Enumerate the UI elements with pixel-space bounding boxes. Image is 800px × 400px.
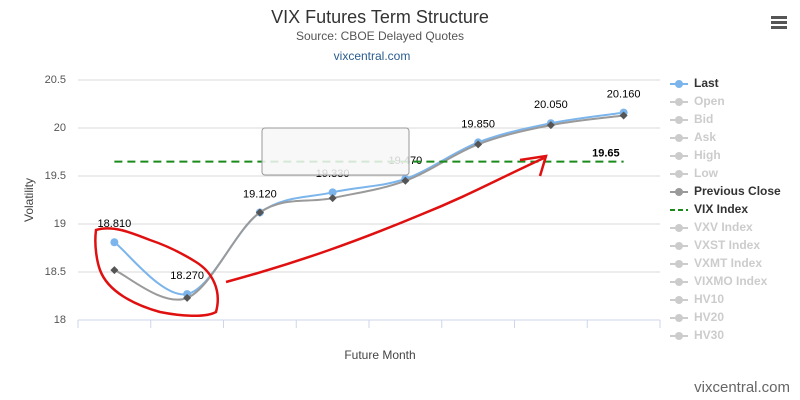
legend-marker <box>675 296 683 304</box>
legend-marker <box>675 260 683 268</box>
source-link[interactable]: vixcentral.com <box>334 49 411 63</box>
data-label: 20.050 <box>534 99 568 111</box>
chart-subtitle: Source: CBOE Delayed Quotes <box>296 29 464 43</box>
legend-label: VIXMO Index <box>694 274 768 288</box>
legend-item[interactable]: Low <box>670 166 719 180</box>
legend-label: VIX Index <box>694 202 748 216</box>
data-label: 19.120 <box>243 188 277 200</box>
y-tick-label: 19.5 <box>45 170 66 182</box>
legend-marker <box>675 170 683 178</box>
legend-item[interactable]: VXV Index <box>670 220 753 234</box>
menu-bar <box>771 26 787 29</box>
legend-marker <box>675 152 683 160</box>
legend-label: HV10 <box>694 292 724 306</box>
legend-item[interactable]: HV30 <box>670 328 724 342</box>
legend-label: VXST Index <box>694 238 760 252</box>
legend-item[interactable]: VXMT Index <box>670 256 762 270</box>
legend-item[interactable]: VIX Index <box>670 202 748 216</box>
legend-marker <box>675 314 683 322</box>
point <box>110 238 119 247</box>
chart-title: VIX Futures Term Structure <box>271 7 489 27</box>
data-label: 19.65 <box>592 148 620 160</box>
y-tick-label: 20.5 <box>45 74 66 86</box>
y-tick-label: 18.5 <box>45 266 66 278</box>
legend-item[interactable]: Previous Close <box>670 184 781 198</box>
plot-area: 1818.51919.52020.518.81018.27019.12019.3… <box>45 74 661 328</box>
legend-item[interactable]: Ask <box>670 130 716 144</box>
data-label: 20.160 <box>607 89 641 101</box>
data-label: 18.270 <box>170 270 204 282</box>
legend-marker <box>675 80 683 88</box>
legend-marker <box>675 98 683 106</box>
credits[interactable]: vixcentral.com <box>694 379 790 396</box>
point <box>328 188 337 197</box>
annotation <box>94 154 548 317</box>
point <box>474 140 483 149</box>
point <box>328 194 337 203</box>
point <box>183 293 192 302</box>
annotation-circle <box>94 227 219 317</box>
legend-marker <box>675 188 683 196</box>
legend-item[interactable]: VIXMO Index <box>670 274 768 288</box>
menu-bar <box>771 16 787 19</box>
annotation-arrowhead <box>519 154 548 177</box>
legend-label: VXMT Index <box>694 256 762 270</box>
legend-marker <box>675 134 683 142</box>
legend-item[interactable]: Last <box>670 76 719 90</box>
legend-marker <box>675 116 683 124</box>
legend-item[interactable]: Open <box>670 94 725 108</box>
legend-label: Previous Close <box>694 184 781 198</box>
point <box>401 176 410 185</box>
legend-marker <box>675 332 683 340</box>
series-line <box>113 114 624 301</box>
y-tick-label: 20 <box>54 122 66 134</box>
point <box>546 121 555 130</box>
x-axis-label: Future Month <box>344 348 415 362</box>
legend-label: VXV Index <box>694 220 753 234</box>
legend-marker <box>675 278 683 286</box>
legend-marker <box>675 224 683 232</box>
menu-bar <box>771 21 787 24</box>
point <box>619 111 628 120</box>
point <box>110 266 119 275</box>
legend-label: Low <box>694 166 719 180</box>
legend-item[interactable]: VXST Index <box>670 238 760 252</box>
legend-marker <box>675 242 683 250</box>
legend-label: High <box>694 148 721 162</box>
legend-item[interactable]: High <box>670 148 721 162</box>
legend-item[interactable]: Bid <box>670 112 713 126</box>
annotation-arrow <box>225 156 545 284</box>
point <box>255 208 264 217</box>
legend-label: Last <box>694 76 719 90</box>
legend-label: Ask <box>694 130 716 144</box>
legend-item[interactable]: HV20 <box>670 310 724 324</box>
y-tick-label: 19 <box>54 218 66 230</box>
tooltip <box>261 127 410 176</box>
legend-label: HV30 <box>694 328 724 342</box>
legend: Last Open Bid Ask High Low Previous Close VIX I… <box>670 76 781 342</box>
legend-label: Open <box>694 94 725 108</box>
legend-label: HV20 <box>694 310 724 324</box>
y-axis-label: Volatility <box>22 178 36 222</box>
data-label: 19.850 <box>461 118 495 130</box>
legend-item[interactable]: HV10 <box>670 292 724 306</box>
y-tick-label: 18 <box>54 314 66 326</box>
legend-label: Bid <box>694 112 713 126</box>
menu-icon[interactable] <box>771 16 787 29</box>
